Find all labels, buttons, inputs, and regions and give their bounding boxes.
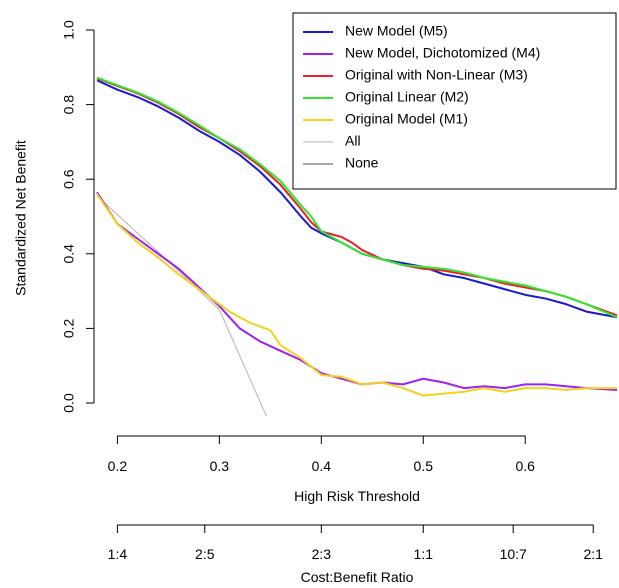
y-tick-label-4: 0.8 (61, 95, 77, 115)
ratio-tick-label-0: 1:4 (108, 546, 128, 562)
series-line-original-linear-m2 (96, 76, 618, 319)
legend-label-new-model-m5: New Model (M5) (345, 23, 448, 39)
ratio-tick-label-4: 10:7 (500, 546, 527, 562)
x-tick-label-3: 0.5 (414, 458, 434, 474)
x-tick-label-4: 0.6 (516, 458, 536, 474)
series-line-original-with-non-linear-m3 (96, 77, 618, 317)
ratio-tick-label-5: 2:1 (584, 546, 604, 562)
legend: New Model (M5) New Model, Dichotomized (M… (303, 23, 540, 171)
x-axis-title: High Risk Threshold (294, 488, 420, 504)
legend-box (292, 12, 617, 190)
legend-label-original-linear-m2: Original Linear (M2) (345, 89, 469, 105)
ratio-tick-label-1: 2:5 (195, 546, 215, 562)
series-line-new-model-dichotomized-m4 (96, 191, 618, 391)
x-tick-label-0: 0.2 (108, 458, 128, 474)
y-tick-label-1: 0.2 (61, 318, 77, 338)
x-tick-label-2: 0.4 (312, 458, 332, 474)
series-line-original-model-m1 (96, 193, 617, 397)
ratio-axis-title: Cost:Benefit Ratio (301, 569, 414, 585)
y-tick-label-5: 1.0 (61, 20, 77, 40)
legend-label-original-model-m1: Original Model (M1) (345, 111, 468, 127)
legend-label-none: None (345, 155, 379, 171)
ratio-tick-label-2: 2:3 (312, 546, 332, 562)
legend-label-all: All (345, 133, 361, 149)
y-tick-label-2: 0.4 (61, 244, 77, 264)
legend-label-original-with-non-linear-m3: Original with Non-Linear (M3) (345, 67, 528, 83)
ratio-tick-label-3: 1:1 (414, 546, 434, 562)
y-tick-label-3: 0.6 (61, 169, 77, 189)
y-tick-label-0: 0.0 (61, 393, 77, 413)
series-layer (96, 76, 618, 416)
series-line-all (96, 195, 267, 416)
axes-layer: 0.0 0.2 0.4 0.6 0.8 1.0 Standardized Net Benef… (13, 20, 603, 585)
legend-label-new-model-dichotomized-m4: New Model, Dichotomized (M4) (345, 45, 540, 61)
x-tick-label-1: 0.3 (210, 458, 230, 474)
y-axis-title: Standardized Net Benefit (13, 140, 29, 296)
